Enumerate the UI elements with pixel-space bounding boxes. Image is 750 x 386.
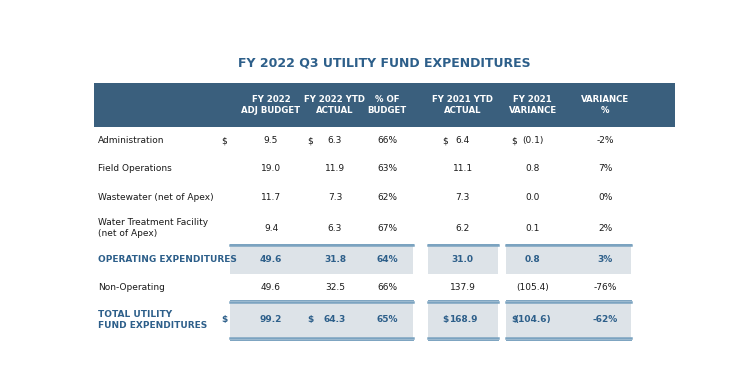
Text: 6.3: 6.3: [328, 136, 342, 145]
Bar: [506, 245, 632, 274]
Text: 11.7: 11.7: [261, 193, 281, 201]
Text: 11.1: 11.1: [453, 164, 473, 173]
Text: Water Treatment Facility
(net of Apex): Water Treatment Facility (net of Apex): [98, 218, 208, 238]
Text: 3%: 3%: [598, 255, 613, 264]
Text: (105.4): (105.4): [516, 283, 549, 292]
Text: 7.3: 7.3: [328, 193, 342, 201]
Text: FY 2022
ADJ BUDGET: FY 2022 ADJ BUDGET: [242, 95, 301, 115]
Bar: [428, 302, 498, 338]
Text: 0.8: 0.8: [525, 255, 541, 264]
Bar: [230, 302, 413, 338]
Text: $: $: [442, 315, 448, 324]
Bar: [230, 245, 413, 274]
Text: $: $: [308, 136, 314, 145]
Text: -62%: -62%: [592, 315, 618, 324]
Text: $: $: [308, 315, 314, 324]
Text: Administration: Administration: [98, 136, 165, 145]
Text: Non-Operating: Non-Operating: [98, 283, 165, 292]
Text: 0.1: 0.1: [526, 224, 540, 233]
Text: 137.9: 137.9: [450, 283, 476, 292]
Text: % OF
BUDGET: % OF BUDGET: [368, 95, 407, 115]
Text: FY 2022 Q3 UTILITY FUND EXPENDITURES: FY 2022 Q3 UTILITY FUND EXPENDITURES: [238, 57, 531, 70]
Text: $: $: [511, 136, 517, 145]
Text: 0.8: 0.8: [526, 164, 540, 173]
Text: 64%: 64%: [376, 255, 398, 264]
Text: 2%: 2%: [598, 224, 612, 233]
Text: 168.9: 168.9: [448, 315, 477, 324]
Text: 0%: 0%: [598, 193, 613, 201]
Text: $: $: [222, 136, 227, 145]
Text: 31.0: 31.0: [452, 255, 474, 264]
Text: OPERATING EXPENDITURES: OPERATING EXPENDITURES: [98, 255, 237, 264]
Text: 66%: 66%: [377, 283, 398, 292]
Text: 0.0: 0.0: [526, 193, 540, 201]
Text: FY 2021 YTD
ACTUAL: FY 2021 YTD ACTUAL: [432, 95, 494, 115]
Bar: [506, 302, 632, 338]
Text: 9.5: 9.5: [264, 136, 278, 145]
Text: 66%: 66%: [377, 136, 398, 145]
Text: (0.1): (0.1): [522, 136, 543, 145]
Text: 99.2: 99.2: [260, 315, 282, 324]
Text: 63%: 63%: [377, 164, 398, 173]
Text: $: $: [511, 315, 518, 324]
Text: -2%: -2%: [596, 136, 614, 145]
Text: 6.2: 6.2: [456, 224, 470, 233]
Text: 67%: 67%: [377, 224, 398, 233]
Text: (104.6): (104.6): [514, 315, 551, 324]
Text: 49.6: 49.6: [260, 255, 282, 264]
Text: FY 2022 YTD
ACTUAL: FY 2022 YTD ACTUAL: [304, 95, 365, 115]
Text: Field Operations: Field Operations: [98, 164, 172, 173]
Text: Wastewater (net of Apex): Wastewater (net of Apex): [98, 193, 214, 201]
Text: FY 2021
VARIANCE: FY 2021 VARIANCE: [509, 95, 556, 115]
Text: 32.5: 32.5: [325, 283, 345, 292]
Text: 6.4: 6.4: [456, 136, 470, 145]
Text: 11.9: 11.9: [325, 164, 345, 173]
Text: 64.3: 64.3: [324, 315, 346, 324]
Bar: [428, 245, 498, 274]
Text: 9.4: 9.4: [264, 224, 278, 233]
Text: 7%: 7%: [598, 164, 613, 173]
Text: 7.3: 7.3: [456, 193, 470, 201]
Text: 6.3: 6.3: [328, 224, 342, 233]
Text: 62%: 62%: [377, 193, 398, 201]
Text: TOTAL UTILITY
FUND EXPENDITURES: TOTAL UTILITY FUND EXPENDITURES: [98, 310, 208, 330]
Text: 31.8: 31.8: [324, 255, 346, 264]
Text: $: $: [442, 136, 448, 145]
Text: $: $: [222, 315, 228, 324]
Text: VARIANCE
%: VARIANCE %: [581, 95, 629, 115]
Text: 19.0: 19.0: [261, 164, 281, 173]
Bar: [94, 83, 675, 127]
Text: 65%: 65%: [376, 315, 398, 324]
Text: -76%: -76%: [593, 283, 617, 292]
Text: 49.6: 49.6: [261, 283, 281, 292]
